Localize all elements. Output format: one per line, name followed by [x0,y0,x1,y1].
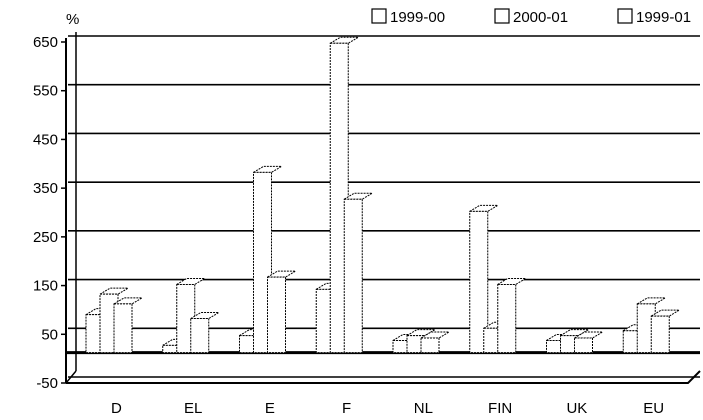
bar-top-series-1999-01-F [342,192,375,200]
x-tick-label: UK [566,400,587,417]
bar-top-series-2000-01-EU [635,297,668,305]
bar-top-series-1999-00-FIN [467,204,500,212]
bar-top-series-1999-01-EL [188,312,221,320]
bar-series-1999-01-FIN [497,283,517,354]
legend-label-series-1999-00: 1999-00 [390,9,445,26]
bar-series-1999-00-FIN [469,210,489,354]
bar-series-1999-01-NL [420,337,440,354]
legend-label-series-1999-01: 1999-01 [636,9,691,26]
x-axis-floor [66,370,701,384]
y-tick-label: 650 [33,34,58,51]
legend-swatch-series-2000-01 [494,8,510,24]
bar-series-1999-01-EL [190,318,210,354]
x-tick-label: EL [184,400,202,417]
x-tick-label: D [111,400,122,417]
gridlines [68,35,700,378]
bar-series-1999-01-EU [650,315,670,354]
floor-corner-edge [65,370,77,384]
bars [84,36,682,354]
x-tick-label: FIN [488,400,512,417]
legend-label-series-2000-01: 2000-01 [513,9,568,26]
bar-top-series-1999-01-FIN [495,277,528,285]
y-tick-label: 450 [33,131,58,148]
x-tick-label: F [342,400,351,417]
bar-series-1999-01-F [343,198,363,354]
y-tick-label: 350 [33,180,58,197]
bar-top-series-2000-01-UK [558,329,591,337]
bar-top-series-2000-01-NL [405,329,437,337]
y-tick-label: 50 [41,326,58,343]
bar-series-1999-01-D [113,303,133,354]
y-tick-label: -50 [36,375,58,392]
bar-top-series-1999-01-NL [419,331,451,339]
y-axis-label: % [66,11,79,28]
bar-top-series-1999-01-D [112,297,144,305]
x-tick-labels: D EL E F NL FIN UK EU [111,400,664,417]
x-tick-label: NL [414,400,433,417]
bar-top-series-1999-01-E [265,270,298,278]
x-tick-label: EU [643,400,664,417]
y-tick-label: 550 [33,83,58,100]
x-tick-label: E [265,400,275,417]
bar-top-series-2000-01-F [328,36,361,44]
bar-top-series-2000-01-D [98,287,130,295]
y-tick-label: 150 [33,278,58,295]
legend-swatch-series-1999-01 [617,8,633,24]
bar-top-series-2000-01-E [251,165,284,173]
bar-top-series-2000-01-EL [174,277,207,285]
legend-swatch-series-1999-00 [371,8,387,24]
bar-top-series-1999-01-UK [572,331,605,339]
y-tick-label: 250 [33,229,58,246]
bar-series-1999-01-UK [574,337,593,354]
bar-top-series-1999-01-EU [649,309,682,317]
y-tick-labels: -50 50 150 250 350 450 550 650 [33,34,58,392]
legend: 1999-00 2000-01 1999-01 [371,8,691,26]
bar-series-1999-01-E [267,276,286,354]
